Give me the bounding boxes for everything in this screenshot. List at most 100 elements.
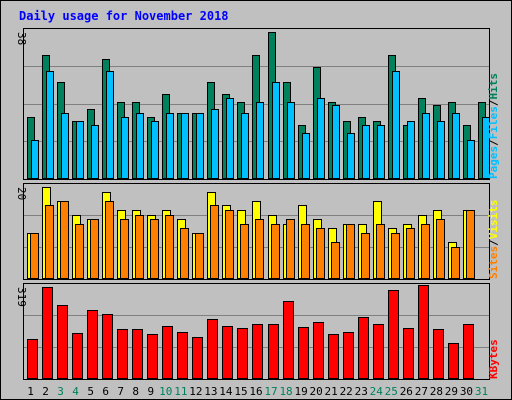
x-tick-day-15: 15 [234, 385, 247, 398]
bar-files-day-25 [392, 71, 400, 179]
x-tick-day-30: 30 [460, 385, 473, 398]
bar-files-day-11 [181, 113, 189, 179]
x-tick-day-20: 20 [310, 385, 323, 398]
bar-sites-day-13 [210, 205, 219, 279]
x-tick-day-17: 17 [264, 385, 277, 398]
bar-files-day-5 [91, 125, 99, 179]
x-tick-day-19: 19 [294, 385, 307, 398]
legend-entry-pages: Pages [487, 146, 500, 179]
x-tick-day-21: 21 [325, 385, 338, 398]
bar-kbytes-day-9 [147, 334, 158, 379]
bar-sites-day-21 [331, 242, 340, 279]
bar-files-day-13 [211, 109, 219, 179]
x-tick-day-22: 22 [340, 385, 353, 398]
bar-files-day-2 [46, 71, 54, 179]
x-tick-day-6: 6 [102, 385, 109, 398]
bar-files-day-1 [31, 140, 39, 179]
bar-files-day-26 [407, 121, 415, 179]
ymax-label-bottom: 319 [15, 287, 28, 307]
x-tick-day-8: 8 [132, 385, 139, 398]
bar-files-day-31 [482, 117, 490, 179]
x-tick-day-10: 10 [159, 385, 172, 398]
x-tick-day-2: 2 [42, 385, 49, 398]
panel-frame-2 [23, 183, 490, 280]
bar-sites-day-22 [346, 224, 355, 279]
legend-entry-sites: Sites [487, 246, 500, 279]
x-tick-day-5: 5 [87, 385, 94, 398]
bar-files-day-27 [422, 113, 430, 179]
x-tick-day-25: 25 [385, 385, 398, 398]
bar-sites-day-20 [316, 228, 325, 279]
bar-files-day-12 [196, 113, 204, 179]
bar-sites-day-14 [225, 210, 234, 279]
x-tick-day-14: 14 [219, 385, 233, 398]
panel-frame-3 [23, 283, 490, 380]
legend-entry-kbytes: KBytes [487, 339, 500, 379]
bar-sites-day-28 [436, 219, 445, 279]
bar-kbytes-day-3 [57, 305, 68, 379]
bar-sites-day-8 [135, 215, 144, 279]
bar-files-day-7 [121, 117, 129, 179]
bar-kbytes-day-14 [222, 326, 233, 379]
bar-kbytes-day-18 [283, 301, 294, 379]
bar-kbytes-day-17 [268, 324, 279, 379]
x-tick-day-23: 23 [355, 385, 368, 398]
x-tick-day-13: 13 [204, 385, 217, 398]
x-tick-day-26: 26 [400, 385, 413, 398]
bar-kbytes-day-29 [448, 343, 459, 379]
bar-sites-day-19 [301, 224, 310, 279]
bar-sites-day-17 [271, 224, 280, 279]
x-tick-day-28: 28 [430, 385, 443, 398]
bar-files-day-9 [151, 121, 159, 179]
bar-kbytes-day-30 [463, 324, 474, 379]
x-tick-day-7: 7 [117, 385, 124, 398]
bar-kbytes-day-12 [192, 337, 203, 379]
legend-bottom: KBytes [487, 339, 500, 379]
bar-files-day-23 [362, 125, 370, 179]
bar-files-day-6 [106, 71, 114, 179]
bar-sites-day-26 [406, 228, 415, 279]
ymax-label-top: 38 [15, 32, 28, 45]
bar-files-day-22 [347, 133, 355, 179]
bar-kbytes-day-22 [343, 332, 354, 379]
bar-files-day-21 [332, 105, 340, 179]
bar-files-day-14 [226, 98, 234, 179]
bar-sites-day-27 [421, 224, 430, 279]
bar-kbytes-day-11 [177, 332, 188, 379]
bar-kbytes-day-4 [72, 333, 83, 379]
x-tick-day-3: 3 [57, 385, 64, 398]
bar-files-day-24 [377, 125, 385, 179]
bar-files-day-17 [272, 82, 280, 179]
bar-files-day-8 [136, 113, 144, 179]
bar-kbytes-day-13 [207, 319, 218, 379]
legend-entry-files: Files [487, 106, 500, 139]
bar-sites-day-29 [451, 247, 460, 279]
bar-sites-day-11 [180, 228, 189, 279]
bar-sites-day-7 [120, 219, 129, 279]
bar-files-day-10 [166, 113, 174, 179]
bar-files-day-28 [437, 121, 445, 179]
bar-files-day-18 [287, 102, 295, 179]
bar-sites-day-15 [240, 224, 249, 279]
bar-kbytes-day-21 [328, 334, 339, 379]
bar-sites-day-10 [165, 215, 174, 279]
legend-entry-slash: / [487, 139, 500, 146]
bar-sites-day-25 [391, 233, 400, 279]
ymax-label-middle: 20 [15, 187, 28, 200]
bar-kbytes-day-23 [358, 317, 369, 379]
bar-sites-day-16 [255, 219, 264, 279]
bar-files-day-20 [317, 98, 325, 179]
chart-title: Daily usage for November 2018 [19, 9, 229, 23]
bar-kbytes-day-2 [42, 287, 53, 379]
bar-kbytes-day-8 [132, 329, 143, 379]
legend-entry-slash: / [487, 239, 500, 246]
bar-sites-day-3 [60, 201, 69, 279]
legend-entry-slash: / [487, 99, 500, 106]
bar-sites-day-2 [45, 205, 54, 279]
bar-kbytes-day-6 [102, 314, 113, 379]
bar-files-day-30 [467, 140, 475, 179]
x-tick-day-24: 24 [370, 385, 384, 398]
bar-sites-day-6 [105, 201, 114, 279]
bar-sites-day-24 [376, 224, 385, 279]
